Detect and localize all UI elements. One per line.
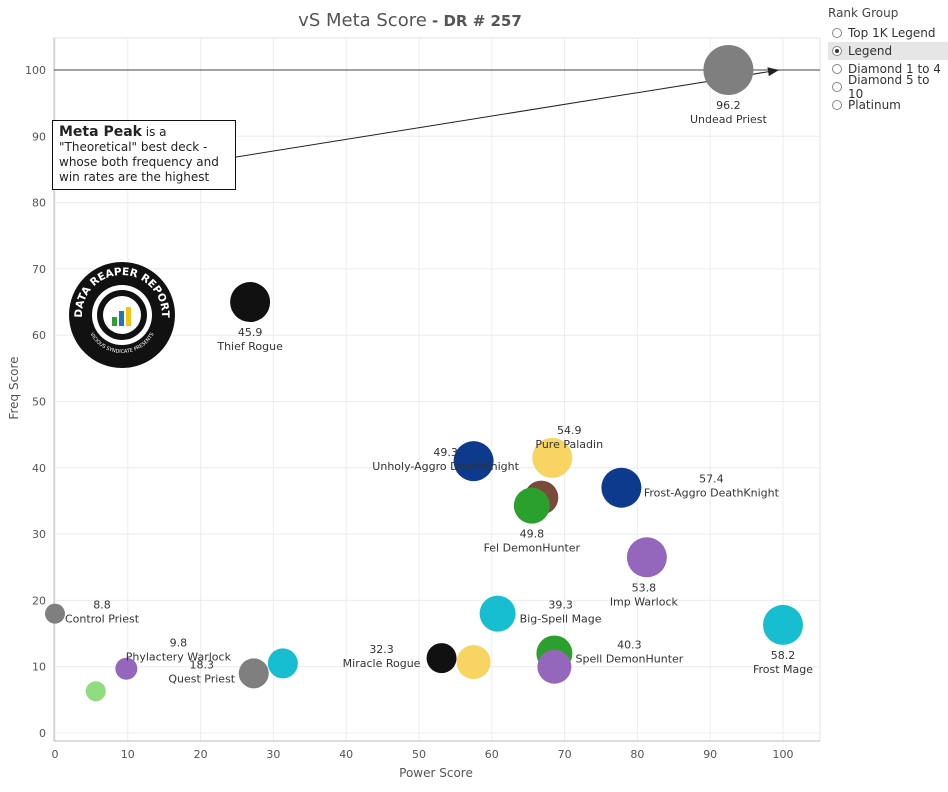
point-score-label: 49.3 <box>433 446 458 459</box>
radio-icon <box>832 100 842 110</box>
x-tick-label: 90 <box>703 748 717 761</box>
point-score-label: 49.8 <box>520 528 545 541</box>
y-tick-label: 0 <box>39 727 46 740</box>
title-sub: - DR # 257 <box>426 12 522 30</box>
legend-option-label: Top 1K Legend <box>848 26 936 40</box>
legend-title: Rank Group <box>828 6 899 20</box>
radio-icon <box>832 46 842 56</box>
y-tick-label: 20 <box>32 594 46 607</box>
x-tick-label: 60 <box>485 748 499 761</box>
radio-icon <box>832 82 842 92</box>
radio-icon <box>832 64 842 74</box>
y-tick-label: 10 <box>32 661 46 674</box>
y-tick-label: 60 <box>32 329 46 342</box>
legend-option-label: Diamond 1 to 4 <box>848 62 941 76</box>
point-name-label: Quest Priest <box>168 672 235 685</box>
point-score-label: 18.3 <box>189 658 214 671</box>
arrow-head-icon <box>767 67 779 77</box>
rank-group-legend: Rank Group Top 1K Legend Legend Diamond 1 … <box>828 6 948 114</box>
point-score-label: 32.3 <box>369 643 394 656</box>
legend-option[interactable]: Top 1K Legend <box>828 24 948 42</box>
chart-title: vS Meta Score - DR # 257 <box>0 10 820 31</box>
point-name-label: Frost-Aggro DeathKnight <box>644 487 780 500</box>
point-name-label: Miracle Rogue <box>343 657 421 670</box>
title-main: vS Meta Score <box>298 10 427 31</box>
y-tick-label: 50 <box>32 396 46 409</box>
y-tick-label: 40 <box>32 462 46 475</box>
x-tick-label: 50 <box>412 748 426 761</box>
data-point[interactable] <box>85 681 106 702</box>
point-score-label: 53.8 <box>632 581 657 594</box>
point-score-label: 96.2 <box>716 99 741 112</box>
point-score-label: 8.8 <box>93 599 111 612</box>
legend-option-label: Diamond 5 to 10 <box>847 73 930 101</box>
point-score-label: 40.3 <box>617 638 642 651</box>
meta-peak-callout: Meta Peak is a "Theoretical" best deck -… <box>52 120 236 190</box>
x-tick-label: 10 <box>121 748 135 761</box>
callout-text: is a "Theoretical" best deck - whose bot… <box>59 125 219 184</box>
point-score-label: 58.2 <box>771 649 796 662</box>
callout-bold: Meta Peak <box>59 124 142 140</box>
x-tick-label: 40 <box>339 748 353 761</box>
legend-option[interactable]: Diamond 1 to 4 <box>828 60 948 78</box>
legend-option-label: Legend <box>848 44 893 58</box>
y-axis-label: Freq Score <box>7 356 21 419</box>
point-name-label: Big-Spell Mage <box>520 613 602 626</box>
x-tick-label: 30 <box>266 748 280 761</box>
x-tick-label: 100 <box>773 748 794 761</box>
data-point[interactable] <box>426 643 457 674</box>
legend-option[interactable]: Platinum <box>828 96 948 114</box>
axes: 0 10 20 30 40 50 60 70 80 90 100 0 10 20 30 40 50 60 70 80 9… <box>25 38 820 761</box>
data-point[interactable] <box>626 537 667 578</box>
y-tick-label: 90 <box>32 130 46 143</box>
data-point[interactable] <box>115 657 138 680</box>
data-reaper-logo: DATA REAPER REPORT VICIOUS SYNDICATE PRE… <box>69 262 175 368</box>
point-name-label: Unholy-Aggro DeathKnight <box>372 460 519 473</box>
data-point[interactable] <box>479 595 516 632</box>
point-score-label: 57.4 <box>699 473 724 486</box>
data-point[interactable] <box>453 441 494 482</box>
data-point[interactable] <box>703 45 754 95</box>
radio-icon <box>832 28 842 38</box>
data-point[interactable] <box>45 603 65 624</box>
data-point[interactable] <box>230 282 271 323</box>
x-tick-label: 70 <box>558 748 572 761</box>
data-point[interactable] <box>537 649 572 684</box>
legend-option-label: Platinum <box>848 98 901 112</box>
point-name-label: Thief Rogue <box>216 340 283 353</box>
x-axis-label: Power Score <box>399 766 473 780</box>
point-name-label: Pure Paladin <box>535 438 603 451</box>
data-point[interactable] <box>238 658 269 689</box>
x-tick-label: 0 <box>52 748 59 761</box>
point-score-label: 9.8 <box>170 637 188 650</box>
y-tick-label: 100 <box>25 64 46 77</box>
point-name-label: Phylactery Warlock <box>126 651 232 664</box>
point-name-label: Frost Mage <box>753 663 813 676</box>
data-point[interactable] <box>267 648 298 679</box>
point-name-label: Undead Priest <box>690 113 768 126</box>
point-name-label: Control Priest <box>65 613 140 626</box>
x-tick-label: 20 <box>194 748 208 761</box>
data-point[interactable] <box>456 645 491 680</box>
data-point[interactable] <box>532 437 573 478</box>
point-name-label: Imp Warlock <box>610 595 679 608</box>
x-tick-label: 80 <box>630 748 644 761</box>
data-points <box>45 45 803 702</box>
y-tick-label: 70 <box>32 263 46 276</box>
legend-option[interactable]: Legend <box>828 42 948 60</box>
point-score-label: 54.9 <box>557 424 582 437</box>
meta-peak-arrow <box>229 69 780 159</box>
point-name-label: Spell DemonHunter <box>575 652 683 665</box>
data-point[interactable] <box>601 467 642 508</box>
y-tick-label: 30 <box>32 528 46 541</box>
data-point[interactable] <box>763 604 803 645</box>
y-tick-label: 80 <box>32 197 46 210</box>
point-name-label: Fel DemonHunter <box>484 542 581 555</box>
point-score-label: 39.3 <box>548 599 573 612</box>
data-point[interactable] <box>513 487 550 524</box>
point-score-label: 45.9 <box>238 326 263 339</box>
legend-option[interactable]: Diamond 5 to 10 <box>828 73 948 101</box>
